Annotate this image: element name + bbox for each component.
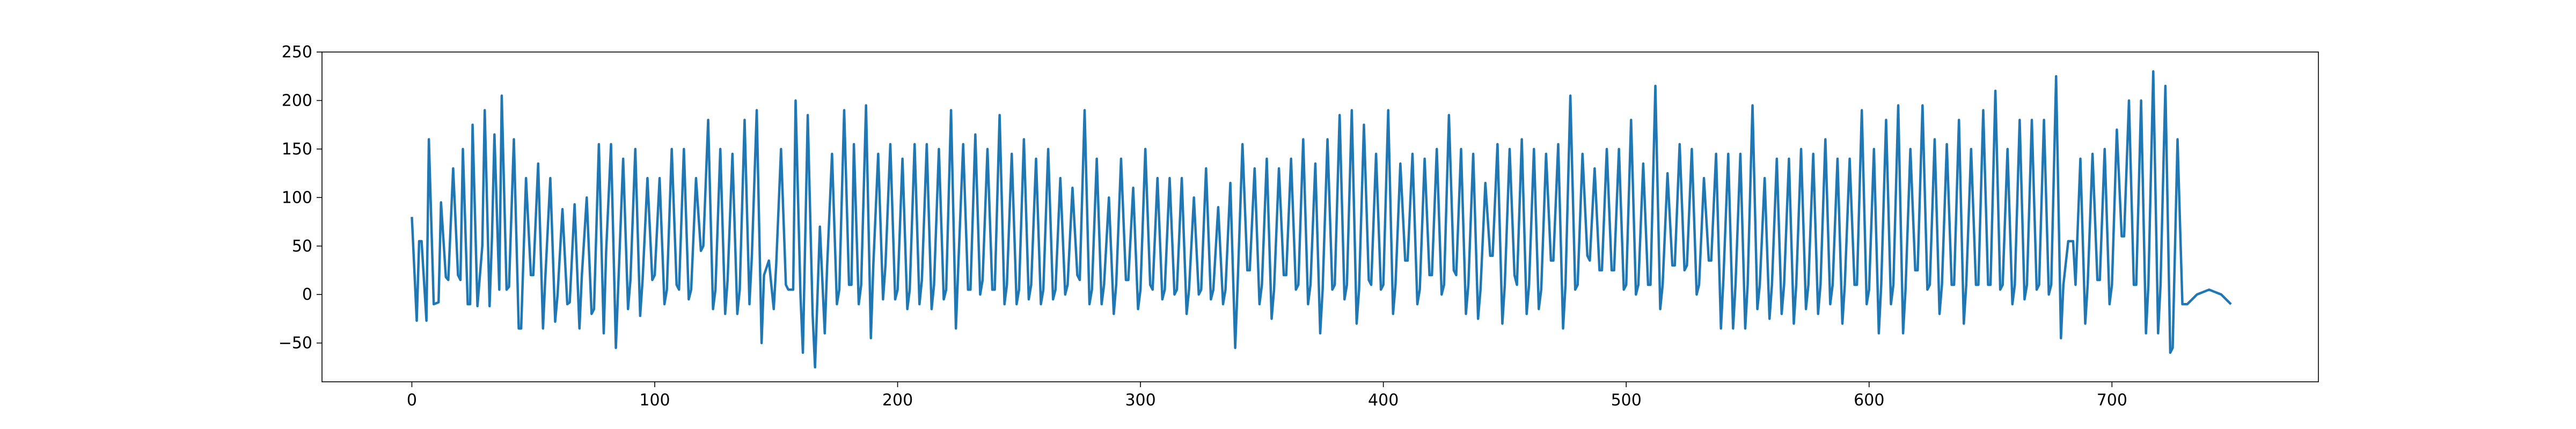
axes-frame [321,51,2319,382]
x-tick-label: 200 [882,391,913,410]
y-tick-label: 250 [282,43,312,62]
x-axis: 0 100 200 300 400 500 600 700 [407,382,2127,410]
x-tick-label: 300 [1125,391,1155,410]
x-tick-label: 100 [639,391,670,410]
x-tick-label: 500 [1611,391,1642,410]
x-tick-label: 700 [2097,391,2127,410]
y-tick-label: −50 [279,334,312,353]
y-tick-label: 50 [292,237,312,256]
x-tick-label: 400 [1368,391,1399,410]
x-tick-label: 600 [1854,391,1884,410]
y-tick-label: 200 [282,91,312,110]
y-tick-label: 0 [302,285,312,304]
plot-area [411,70,2232,369]
y-axis: −50 0 50 100 150 200 250 [279,43,322,353]
y-tick-label: 100 [282,188,312,207]
y-tick-label: 150 [282,140,312,159]
series-line [411,70,2232,369]
x-tick-label: 0 [407,391,417,410]
